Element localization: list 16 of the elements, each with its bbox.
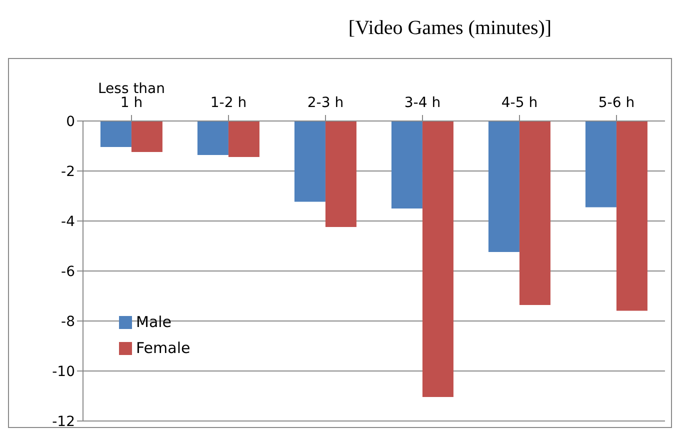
x-tick-label: 3-4 h — [404, 95, 441, 111]
y-tick-label: -10 — [52, 364, 75, 380]
y-tick-label: -12 — [52, 414, 75, 430]
x-tick-label: 1-2 h — [210, 95, 247, 111]
y-tick-label: 0 — [66, 114, 75, 130]
x-tick-label: 5-6 h — [598, 95, 635, 111]
y-tick-label: -6 — [61, 264, 76, 280]
y-tick-label: -8 — [61, 314, 75, 330]
y-tick-label: -4 — [61, 214, 76, 230]
x-tick-label: Less than 1 h — [98, 81, 166, 111]
x-tick-label: 4-5 h — [501, 95, 538, 111]
chart-title: [Video Games (minutes)] — [347, 16, 553, 41]
x-tick-label: 2-3 h — [307, 95, 344, 111]
legend-label: Male — [136, 312, 172, 333]
legend-label: Female — [136, 338, 190, 359]
y-tick-label: -2 — [61, 164, 75, 180]
